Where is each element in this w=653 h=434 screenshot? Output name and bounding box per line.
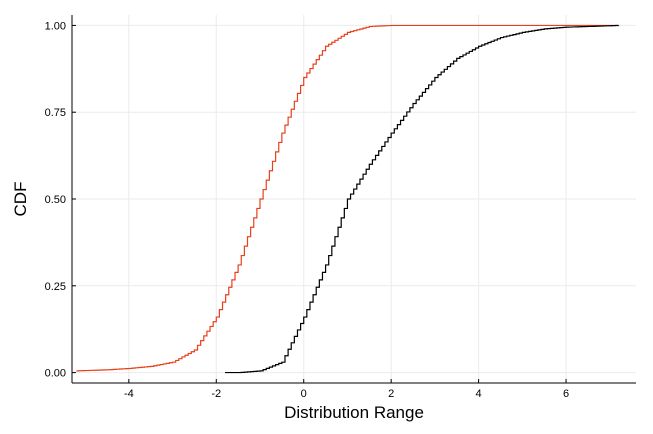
y-axis-label: CDF [11, 182, 30, 217]
y-tick-label: 0.50 [45, 194, 66, 206]
x-tick-label: 0 [301, 388, 307, 400]
x-tick-label: 4 [476, 388, 482, 400]
y-tick-label: 0.75 [45, 107, 66, 119]
grid-lines [72, 15, 636, 383]
y-tick-label: 0.25 [45, 281, 66, 293]
y-tick-label: 1.00 [45, 20, 66, 32]
x-axis-label: Distribution Range [284, 403, 424, 422]
x-tick-label: -4 [124, 388, 134, 400]
series-line-red [76, 24, 619, 372]
series-line-black [225, 24, 620, 374]
axes [71, 15, 636, 384]
y-tick-label: 0.00 [45, 368, 66, 380]
tick-labels: -4 -2 0 2 4 6 0.00 0.25 0.50 0.75 1.00 [45, 20, 570, 400]
x-tick-label: -2 [211, 388, 221, 400]
x-tick-label: 6 [563, 388, 569, 400]
x-tick-label: 2 [388, 388, 394, 400]
series-lines [76, 24, 620, 374]
